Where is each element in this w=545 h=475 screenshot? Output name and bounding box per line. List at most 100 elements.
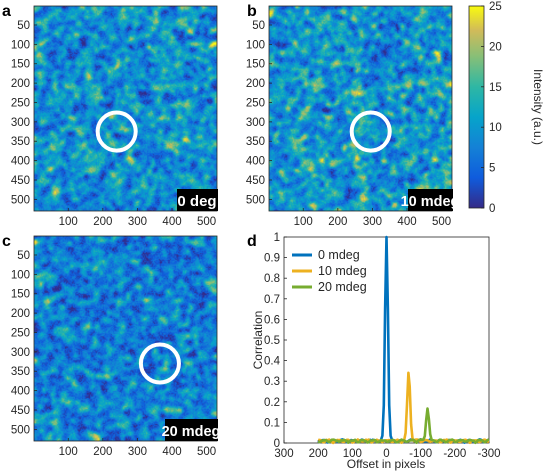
series-lines [317,235,490,445]
y-tick-label: 450 [11,405,30,417]
colorbar-ticks: 0 5 10 15 20 25 [481,1,502,215]
tag-background [408,189,453,211]
y-tick-label: 250 [11,327,30,339]
colorbar-tick-label: 5 [489,163,495,175]
x-tick-label: -300 [477,448,500,460]
x-tick-label: 400 [397,216,416,228]
y-tick-label: 0.8 [264,273,280,285]
region-circle [95,110,138,153]
x-tick-label: 200 [309,448,328,460]
colorbar-tick-label: 0 [489,203,495,215]
x-tick-label: 100 [59,216,78,228]
y-tick-label: 500 [11,424,30,436]
panel-c: c 100 200 300 400 500 50 100 150 200 250 300 350 400… [2,233,220,458]
y-tick-label: 50 [17,250,30,262]
panel-b: b 100 200 300 400 50050100150200250300350400… [246,1,545,228]
x-axis-label: Offset in pixels [347,457,425,471]
y-tick-label: 1 [274,232,280,244]
colorbar-gradient [468,5,485,209]
y-tick-label: 200 [246,78,265,90]
colorbar-tick-label: 20 [489,41,502,53]
x-tick-label: 200 [93,216,112,228]
y-tick-label: 500 [11,194,30,206]
y-tick-label: 0.6 [264,314,280,326]
speckle-image [34,6,217,211]
colorbar-tick-label: 15 [489,82,502,94]
y-tick-label: 400 [11,156,30,168]
panel-label: b [247,3,257,20]
series-line [317,407,490,445]
y-tick-label: 50 [252,20,265,32]
speckle-image [269,6,452,211]
plot-frame [33,5,218,212]
y-tick-label: 400 [11,386,30,398]
speckle-image [34,236,217,441]
x-tick-label: -200 [443,448,466,460]
axes: 100 200 300 400 500 50 100 150 200 250 300 350 400 45… [11,250,216,458]
x-tick-label: 100 [294,216,313,228]
x-tick-label: 300 [128,216,147,228]
x-tick-label: 400 [162,216,181,228]
y-tick-label: 100 [11,39,30,51]
x-tick-label: 400 [162,446,181,458]
y-tick-label: 450 [246,175,265,187]
panel-label: c [2,233,11,250]
y-tick-label: 300 [246,117,265,129]
colorbar-tick-label: 10 [489,122,502,134]
x-tick-label: 100 [59,446,78,458]
colorbar-label: Intensity (a.u.) [531,69,545,145]
y-tick-label: 0.1 [264,417,280,429]
axes: 100 200 300 400 500 50 100 150 200 250 300 350 400 45… [246,20,451,228]
x-tick-label: 200 [93,446,112,458]
legend-entry: 0 mdeg [318,248,360,262]
y-tick-label: 150 [11,289,30,301]
plot-frame [33,235,218,442]
x-tick-label: 100 [343,448,362,460]
angle-tag: 10 mdeg [401,189,460,211]
y-axis-label: Correlation [251,311,265,370]
y-tick-label: 0.4 [264,356,281,368]
y-tick-label: 400 [246,156,265,168]
panel-a: a 100 200 300 400 500 50 100 150 200 250 300 350 400… [2,3,218,228]
tag-background [177,189,218,211]
x-tick-label: 300 [274,448,293,460]
y-tick-label: 50 [17,20,30,32]
region-circle [138,342,181,385]
y-tick-label: 350 [11,136,30,148]
x-tick-label: 200 [328,216,347,228]
x-tick-label: 500 [197,216,216,228]
tag-label: 10 mdeg [401,194,460,210]
y-tick-label: 100 [246,39,265,51]
y-tick-label: 0.3 [264,376,280,388]
y-tick-label: 200 [11,308,30,320]
y-tick-label: 350 [11,366,30,378]
colorbar-tick-label: 25 [489,1,502,13]
tag-label: 20 mdeg [162,424,221,440]
y-tick-label: 450 [11,175,30,187]
panel-label: d [247,233,257,250]
y-tick-label: 0 [274,438,280,450]
y-tick-label: 150 [11,59,30,71]
y-tick-label: 150 [246,59,265,71]
x-tick-label: 300 [363,216,382,228]
angle-tag: 0 deg [177,189,218,211]
y-tick-label: 0.5 [264,335,280,347]
y-tick-label: 250 [11,97,30,109]
angle-tag: 20 mdeg [162,419,221,441]
legend-entry: 10 mdeg [318,264,367,278]
x-tick-label: -100 [409,448,432,460]
tag-label: 0 deg [177,193,216,210]
legend-entry: 20 mdeg [318,280,367,294]
x-tick-label: 0 [383,448,389,460]
x-tick-label: 300 [128,446,147,458]
region-circle [349,110,392,153]
x-tick-label: 500 [197,446,216,458]
y-tick-label: 200 [11,78,30,90]
y-tick-label: 350 [246,136,265,148]
x-tick-label: 500 [432,216,451,228]
y-tick-label: 300 [11,347,30,359]
axes: 300 200 100 0 -100 -200 -300 0 0.1 0.2 0.3 0.4 0.5 0.… [264,232,501,460]
panel-d: d 300 200 100 0 -100 -200 -300 0 0.1 0.2 0.3 0.4 0.5… [247,232,501,471]
panel-label: a [2,3,11,20]
